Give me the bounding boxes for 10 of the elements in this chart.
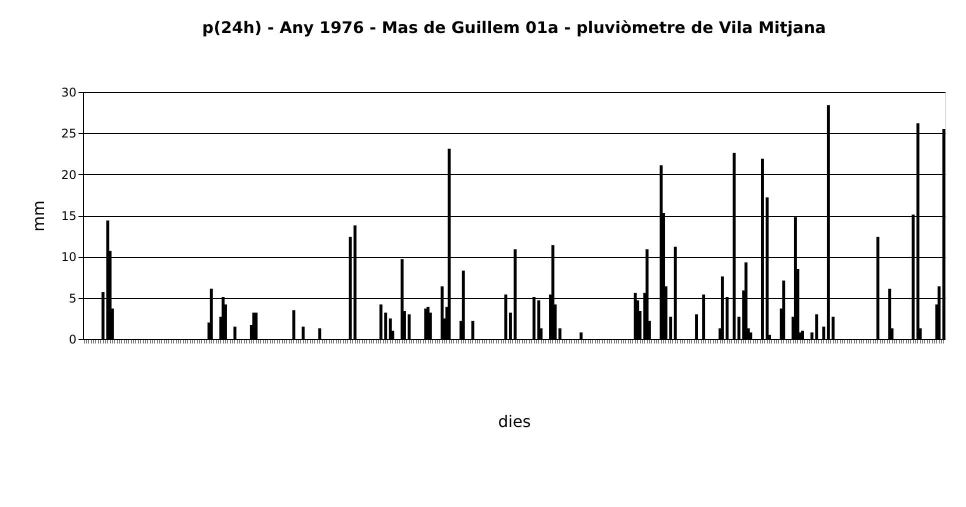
y-tick-label: 20 xyxy=(61,168,76,182)
y-tick-label: 0 xyxy=(68,332,76,346)
y-axis-title: mm xyxy=(29,200,48,232)
y-tick-label: 10 xyxy=(61,250,76,264)
chart-title: p(24h) - Any 1976 - Mas de Guillem 01a - pluviòmetre de Vila Mitjana xyxy=(202,18,826,37)
x-axis-title: dies xyxy=(498,412,531,431)
y-tick-label: 25 xyxy=(61,126,76,141)
y-tick-label: 30 xyxy=(61,86,76,100)
y-tick-label: 5 xyxy=(68,291,76,306)
y-tick-label: 15 xyxy=(61,209,76,223)
